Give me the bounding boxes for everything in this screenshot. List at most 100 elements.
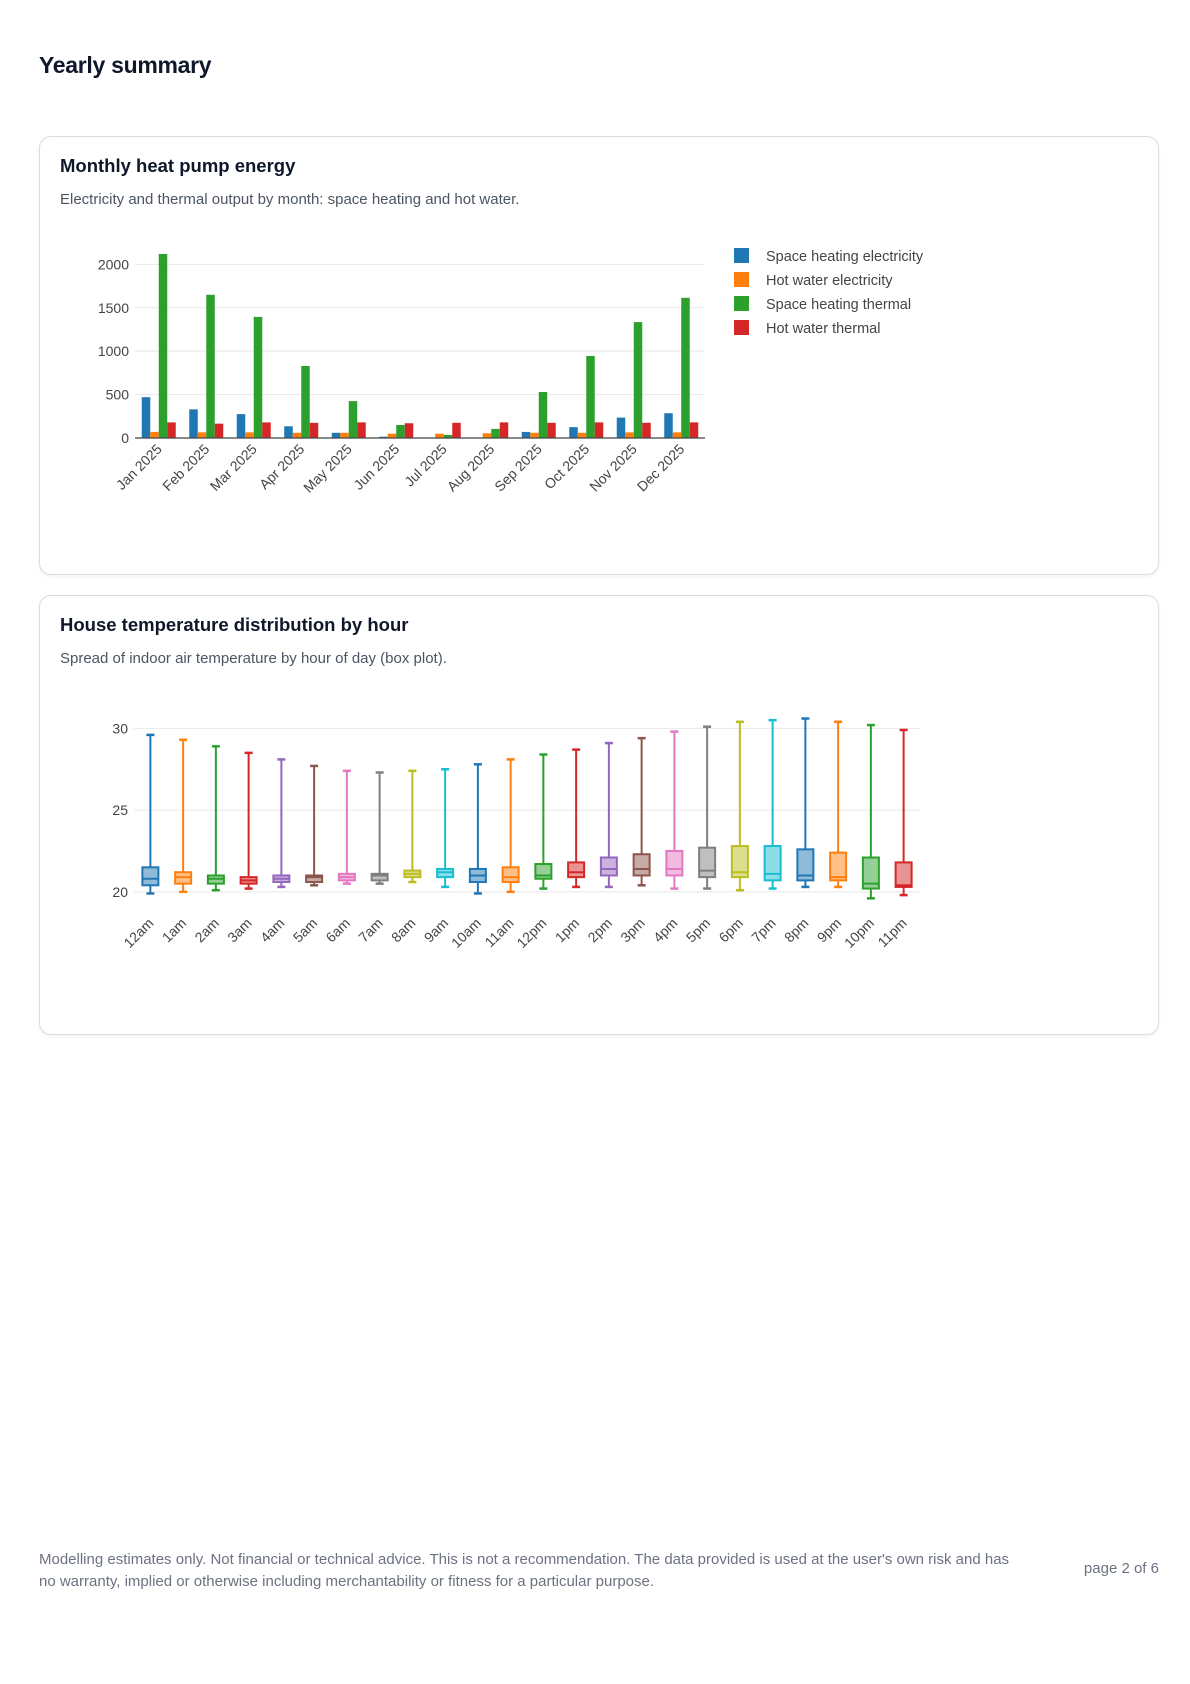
bar-3-8 xyxy=(491,428,500,438)
bar-1-12 xyxy=(664,413,673,438)
box-iqr xyxy=(861,856,880,890)
box-1 xyxy=(141,733,160,895)
bar-y-tick-label: 1500 xyxy=(98,300,129,316)
temperature-box-plot: 20 25 30 12am 1am 2am 3am 4am 5am 6am 7am 8am 9am10a… xyxy=(112,717,920,951)
box-14 xyxy=(567,748,586,889)
box-3 xyxy=(206,745,225,892)
box-17 xyxy=(665,730,684,890)
bar-x-tick-label: Jan 2025 xyxy=(113,441,165,493)
box-iqr xyxy=(698,846,717,879)
box-x-tick-label: 2am xyxy=(191,915,222,946)
box-iqr xyxy=(632,853,651,877)
bar-3-10 xyxy=(586,355,595,438)
bar-3-5 xyxy=(348,401,358,438)
box-x-tick-label: 7am xyxy=(355,915,386,946)
box-x-tick-label: 9am xyxy=(421,915,452,946)
bar-1-6 xyxy=(379,436,388,438)
box-24 xyxy=(894,728,913,897)
bar-y-tick-label: 1000 xyxy=(98,343,129,359)
bar-2-4 xyxy=(292,432,302,438)
box-x-tick-label: 4am xyxy=(257,915,288,946)
bar-4-9 xyxy=(547,422,556,438)
box-iqr xyxy=(763,845,782,882)
bar-2-5 xyxy=(340,432,349,438)
energy-chart-card: Monthly heat pump energy Electricity and… xyxy=(39,136,1159,575)
bar-4-10 xyxy=(594,422,604,438)
box-x-tick-label: 11pm xyxy=(874,915,909,950)
legend-swatch xyxy=(734,272,749,287)
bar-2-1 xyxy=(150,431,159,438)
bar-x-tick-label: Nov 2025 xyxy=(586,441,640,495)
legend-swatch xyxy=(734,296,749,311)
bar-2-11 xyxy=(625,432,634,438)
bar-4-2 xyxy=(214,423,224,438)
bar-1-10 xyxy=(569,427,578,438)
bar-2-6 xyxy=(387,433,397,438)
box-y-tick-label: 20 xyxy=(112,884,128,900)
box-iqr xyxy=(305,874,324,884)
bar-2-8 xyxy=(482,433,492,438)
legend-swatch xyxy=(734,320,749,335)
bar-x-tick-label: Sep 2025 xyxy=(491,441,545,495)
box-x-tick-label: 1am xyxy=(159,915,190,946)
energy-chart-title: Monthly heat pump energy xyxy=(60,155,296,176)
box-12 xyxy=(501,758,520,894)
box-4 xyxy=(239,751,258,890)
box-21 xyxy=(796,717,815,889)
box-10 xyxy=(436,767,455,889)
legend-swatch xyxy=(734,248,749,263)
bar-4-6 xyxy=(404,423,414,438)
box-x-tick-label: 12pm xyxy=(513,915,549,951)
page-title: Yearly summary xyxy=(39,52,212,78)
box-iqr xyxy=(665,849,684,877)
bar-x-tick-label: May 2025 xyxy=(300,441,355,496)
energy-chart-subtitle: Electricity and thermal output by month:… xyxy=(60,191,520,208)
bar-3-12 xyxy=(681,297,690,438)
legend-label: Hot water electricity xyxy=(766,273,893,289)
bar-4-5 xyxy=(357,422,366,438)
bar-4-3 xyxy=(262,422,271,438)
box-y-tick-label: 25 xyxy=(112,802,128,818)
box-x-tick-label: 11am xyxy=(481,915,516,950)
box-23 xyxy=(861,723,880,900)
box-iqr xyxy=(599,856,618,877)
bar-x-tick-label: Feb 2025 xyxy=(159,441,212,494)
box-x-tick-label: 8pm xyxy=(781,915,812,946)
bar-3-11 xyxy=(633,322,643,438)
bar-x-tick-label: Jul 2025 xyxy=(401,441,450,490)
bar-3-6 xyxy=(396,424,405,438)
box-19 xyxy=(730,720,749,892)
bar-2-7 xyxy=(435,433,444,438)
page-number: page 2 of 6 xyxy=(1083,1560,1159,1577)
box-iqr xyxy=(829,851,848,882)
box-15 xyxy=(599,741,618,889)
temperature-chart-card: House temperature distribution by hour S… xyxy=(39,595,1159,1035)
bar-y-tick-label: 0 xyxy=(121,430,129,446)
box-5 xyxy=(272,758,291,889)
bar-4-12 xyxy=(689,422,699,438)
bar-1-1 xyxy=(141,397,151,438)
bar-2-9 xyxy=(530,432,539,438)
box-x-tick-label: 5pm xyxy=(683,915,714,946)
bar-y-tick-label: 500 xyxy=(106,387,130,403)
box-18 xyxy=(698,725,717,890)
bar-3-9 xyxy=(538,391,548,438)
box-22 xyxy=(829,720,848,889)
box-iqr xyxy=(894,861,913,888)
box-13 xyxy=(534,753,553,890)
temperature-chart-subtitle: Spread of indoor air temperature by hour… xyxy=(60,650,447,667)
bar-x-tick-label: Mar 2025 xyxy=(207,441,260,494)
bar-1-2 xyxy=(189,409,198,438)
bar-3-7 xyxy=(443,434,453,438)
box-9 xyxy=(403,769,422,884)
bar-4-8 xyxy=(499,422,509,438)
bar-4-1 xyxy=(167,422,176,438)
bar-y-tick-label: 2000 xyxy=(98,256,129,272)
bar-3-4 xyxy=(301,365,310,438)
bar-4-7 xyxy=(452,422,461,438)
bar-1-11 xyxy=(616,417,626,438)
legend-label: Hot water thermal xyxy=(766,321,880,337)
box-20 xyxy=(763,718,782,890)
box-iqr xyxy=(796,848,815,882)
